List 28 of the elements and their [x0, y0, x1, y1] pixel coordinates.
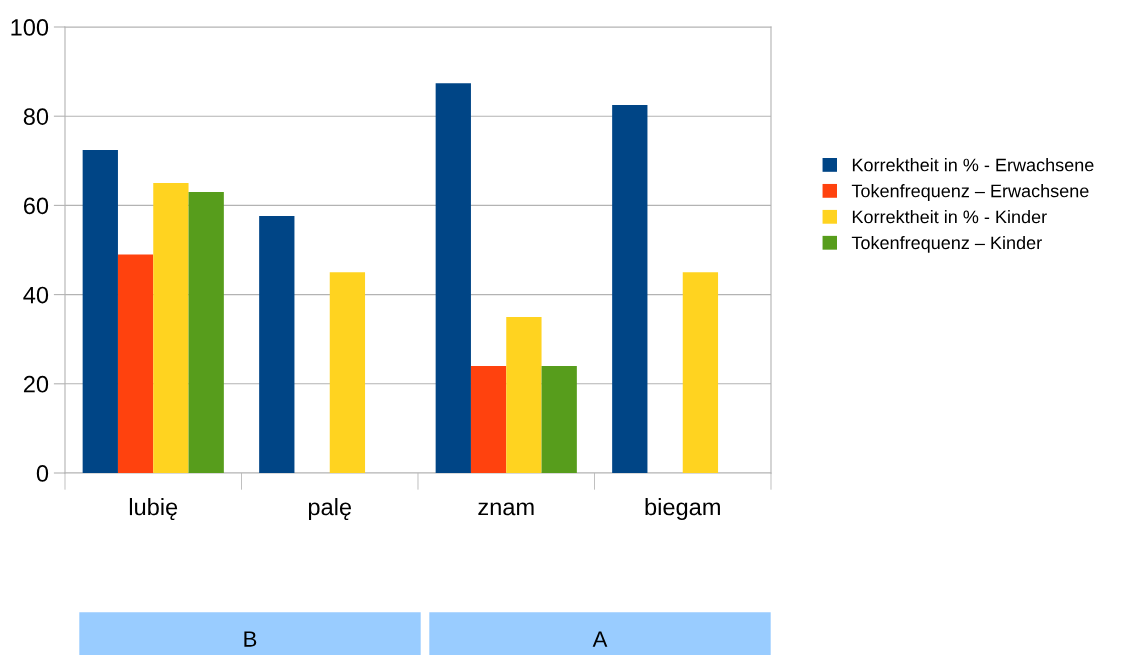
legend-label: Korrektheit in % - Kinder	[852, 210, 1047, 224]
bar	[82, 150, 118, 473]
legend-label: Tokenfrequenz – Erwachsene	[851, 184, 1089, 201]
bar	[435, 83, 471, 473]
x-tick-label: lubię	[129, 498, 178, 521]
y-tick-label: 20	[23, 375, 49, 393]
bar	[188, 192, 224, 473]
legend-label: Tokenfrequenz – Kinder	[851, 235, 1042, 253]
text: A	[592, 631, 608, 647]
bar	[506, 316, 542, 473]
x-tick-label: biegam	[645, 498, 720, 521]
bar	[153, 183, 189, 473]
y-tick-label: 60	[23, 197, 49, 215]
y-tick-label: 80	[23, 108, 49, 125]
text: B	[244, 631, 257, 647]
bar	[470, 365, 507, 473]
bar	[541, 365, 577, 473]
bar	[682, 272, 719, 473]
bar	[259, 216, 295, 473]
y-tick-label: 0	[36, 465, 49, 482]
bar	[329, 272, 366, 473]
legend-label: Korrektheit in % - Erwachsene	[852, 158, 1094, 172]
bar	[612, 105, 648, 473]
y-tick-label: 40	[23, 286, 49, 304]
bar	[117, 254, 154, 473]
x-tick-label: znam	[478, 502, 534, 516]
x-tick-label: palę	[308, 498, 352, 521]
y-tick-label: 100	[11, 19, 49, 36]
